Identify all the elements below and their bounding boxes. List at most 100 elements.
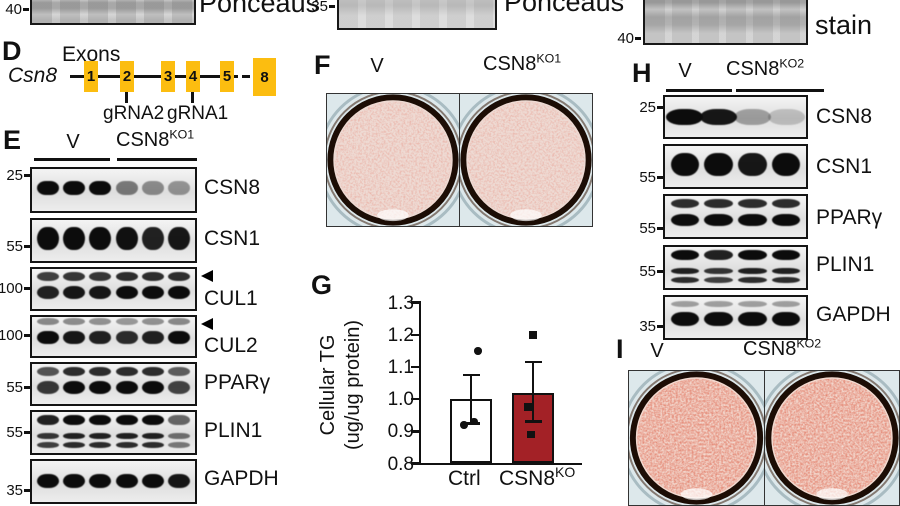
protein-band	[771, 301, 801, 308]
panel-letter-d: D	[2, 36, 22, 66]
protein-band	[738, 249, 767, 261]
group-header-base: CSN8	[726, 58, 780, 80]
group-header-base: CSN8	[116, 129, 170, 151]
protein-band	[704, 267, 733, 275]
exons-title: Exons	[62, 43, 121, 66]
panel-letter-i: I	[616, 334, 624, 364]
y-tick-label-0.8: 0.8	[387, 453, 414, 475]
ponceau-blot-right	[643, 0, 808, 45]
protein-band	[141, 330, 164, 345]
col-header-csn8ko2-i: CSN8KO2	[743, 337, 821, 359]
protein-band	[167, 474, 190, 488]
protein-band	[767, 109, 805, 125]
group-header-v-h: V	[678, 60, 692, 82]
protein-band	[738, 199, 767, 209]
error-cap-top	[524, 360, 542, 364]
protein-label-plin1: PLIN1	[816, 252, 875, 276]
protein-band	[89, 330, 112, 345]
exon-box-5: 5	[220, 61, 234, 92]
protein-band	[37, 381, 60, 394]
protein-band	[115, 442, 138, 449]
protein-band	[733, 109, 771, 125]
y-tick-mark	[411, 462, 419, 465]
protein-band	[115, 286, 138, 299]
y-tick-label-1.2: 1.2	[387, 324, 414, 346]
protein-label-csn8: CSN8	[204, 176, 261, 200]
protein-label-gapdh: GAPDH	[816, 302, 891, 326]
protein-band	[115, 381, 138, 394]
col-header-base: CSN8	[483, 53, 537, 75]
mw-marker-35: 35	[627, 318, 663, 335]
mw-marker-40-right: 40	[606, 30, 641, 47]
protein-band	[700, 109, 738, 125]
protein-band	[89, 318, 112, 326]
protein-band	[63, 381, 86, 394]
protein-band	[89, 286, 112, 299]
protein-band	[167, 367, 190, 377]
mw-marker-25: 25	[627, 99, 663, 116]
mw-marker-35-middle: 35	[303, 0, 335, 15]
protein-band	[63, 180, 86, 196]
exon-box-3: 3	[161, 61, 175, 92]
protein-band	[771, 249, 801, 261]
protein-band	[771, 312, 801, 327]
protein-band	[37, 442, 60, 449]
ponceau-blot-middle	[337, 0, 497, 30]
gene-name-csn8: Csn8	[8, 64, 58, 87]
group-header-csn8ko1-e: CSN8KO1	[116, 128, 194, 151]
protein-band	[89, 474, 112, 488]
protein-band	[63, 442, 86, 449]
protein-label-cul2: CUL2	[204, 334, 258, 357]
ponceau-label-middle: Ponceaus	[504, 0, 625, 17]
protein-band	[771, 277, 801, 284]
protein-band	[670, 249, 700, 261]
y-tick-mark	[411, 397, 419, 401]
data-point	[529, 331, 537, 339]
y-tick-label-1.1: 1.1	[387, 356, 414, 378]
protein-band	[37, 414, 60, 426]
grna2-tick	[125, 92, 128, 103]
protein-band	[167, 272, 190, 282]
protein-band	[37, 367, 60, 377]
mw-marker-100: 100	[0, 327, 30, 344]
protein-band	[37, 432, 60, 440]
grna2-label: gRNA2	[103, 103, 165, 124]
protein-band	[167, 414, 190, 426]
protein-band	[704, 312, 733, 327]
mw-marker-40-left: 40	[0, 1, 29, 18]
protein-band	[115, 330, 138, 345]
protein-band	[167, 432, 190, 440]
protein-band	[89, 180, 112, 196]
protein-band	[167, 330, 190, 345]
data-point	[474, 347, 482, 355]
protein-band	[115, 367, 138, 377]
protein-band	[63, 272, 86, 282]
protein-band	[115, 474, 138, 488]
exon-box-4: 4	[186, 61, 200, 92]
protein-band	[670, 277, 700, 284]
protein-label-cul1: CUL1	[204, 287, 258, 311]
well-image	[629, 371, 764, 505]
oil-red-o-well	[326, 93, 460, 227]
protein-band	[738, 267, 767, 275]
error-cap-bottom	[524, 420, 542, 423]
well-image	[460, 94, 592, 226]
protein-label-csn1: CSN1	[816, 154, 873, 178]
mw-marker-55: 55	[627, 220, 663, 237]
protein-band	[704, 213, 733, 227]
well-image	[327, 94, 459, 226]
protein-band	[63, 367, 86, 377]
protein-band	[738, 153, 767, 176]
protein-band	[704, 277, 733, 284]
protein-band	[37, 180, 60, 196]
y-axis-label-line1: Cellular TG	[317, 334, 339, 436]
protein-band	[115, 318, 138, 326]
protein-band	[167, 318, 190, 326]
protein-band	[167, 442, 190, 449]
gene-intron-line	[70, 75, 238, 78]
y-tick-mark	[411, 365, 419, 369]
protein-band	[89, 432, 112, 440]
x-tick-label-ctrl: Ctrl	[448, 467, 481, 490]
error-bar	[531, 362, 535, 422]
